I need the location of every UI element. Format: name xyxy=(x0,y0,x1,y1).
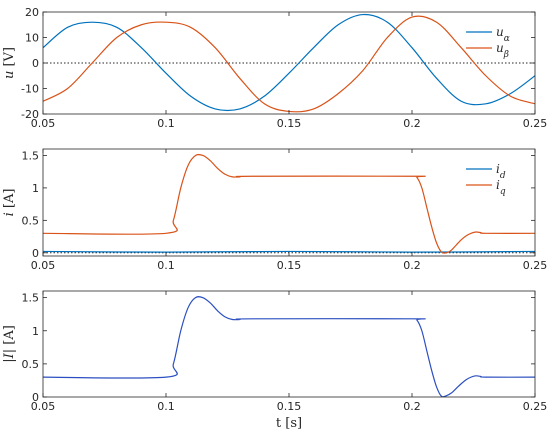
panel-2-series-1-line xyxy=(43,250,535,253)
panel-3-ytick-label: 0.5 xyxy=(22,358,40,371)
panel-1-xtick-label: 0.2 xyxy=(403,117,421,130)
panel-2-legend-label-1: id xyxy=(496,162,506,181)
panel-2-ytick-label: 1.5 xyxy=(22,149,40,162)
panel-3-xtick-label: 0.25 xyxy=(523,400,548,413)
panel-2-xtick-label: 0.15 xyxy=(277,259,302,272)
panel-3-xtick-label: 0.15 xyxy=(277,400,302,413)
panel-1-xtick-label: 0.25 xyxy=(523,117,548,130)
panel-3-series-1-line xyxy=(43,296,535,397)
panel-1-ylabel: u [V] xyxy=(2,47,17,79)
panel-1-xtick-label: 0.1 xyxy=(157,117,175,130)
panel-1-xtick-label: 0.05 xyxy=(31,117,56,130)
panel-3-xtick-label: 0.2 xyxy=(403,400,421,413)
panel-2-legend-label-2: iq xyxy=(496,178,506,197)
panel-1-ytick-label: -10 xyxy=(21,83,39,96)
panel-1-ytick-label: 0 xyxy=(32,57,39,70)
panel-1-legend-label-2: uβ xyxy=(496,41,509,60)
panel-1-ytick-label: -20 xyxy=(21,108,39,121)
panel-1-legend-label-1: uα xyxy=(496,25,510,44)
panel-2-ytick-label: 0.5 xyxy=(22,214,40,227)
panel-3: 0.05 0.1 0.15 0.2 0.25 0 0.5 1 1.5 |I| [A] t [s] xyxy=(2,290,548,431)
panel-2-series-2-line xyxy=(43,153,535,254)
panel-2-ylabel: i [A] xyxy=(2,189,17,217)
panel-1-ytick-label: 10 xyxy=(25,32,39,45)
panel-3-ytick-label: 0 xyxy=(32,391,39,404)
panel-2-xtick-label: 0.2 xyxy=(403,259,421,272)
panel-3-xlabel: t [s] xyxy=(276,416,302,431)
panel-2-xtick-label: 0.05 xyxy=(31,259,56,272)
panel-3-axes-box xyxy=(42,290,536,398)
panel-3-xtick-label: 0.05 xyxy=(31,400,56,413)
panel-1-ytick-label: 20 xyxy=(25,6,39,19)
panel-1-xtick-label: 0.15 xyxy=(277,117,302,130)
panel-3-ytick-label: 1 xyxy=(32,325,39,338)
panel-2-xtick-label: 0.25 xyxy=(523,259,548,272)
panel-1-series-2-line xyxy=(43,15,535,113)
panel-1-series-1-line xyxy=(43,13,535,112)
panel-2-ytick-label: 0 xyxy=(32,247,39,260)
panel-3-ylabel: |I| [A] xyxy=(2,325,17,363)
panel-3-ytick-label: 1.5 xyxy=(22,292,40,305)
panel-3-xtick-label: 0.1 xyxy=(157,400,175,413)
panel-2-ytick-label: 1 xyxy=(32,182,39,195)
panel-2-xtick-label: 0.1 xyxy=(157,259,175,272)
